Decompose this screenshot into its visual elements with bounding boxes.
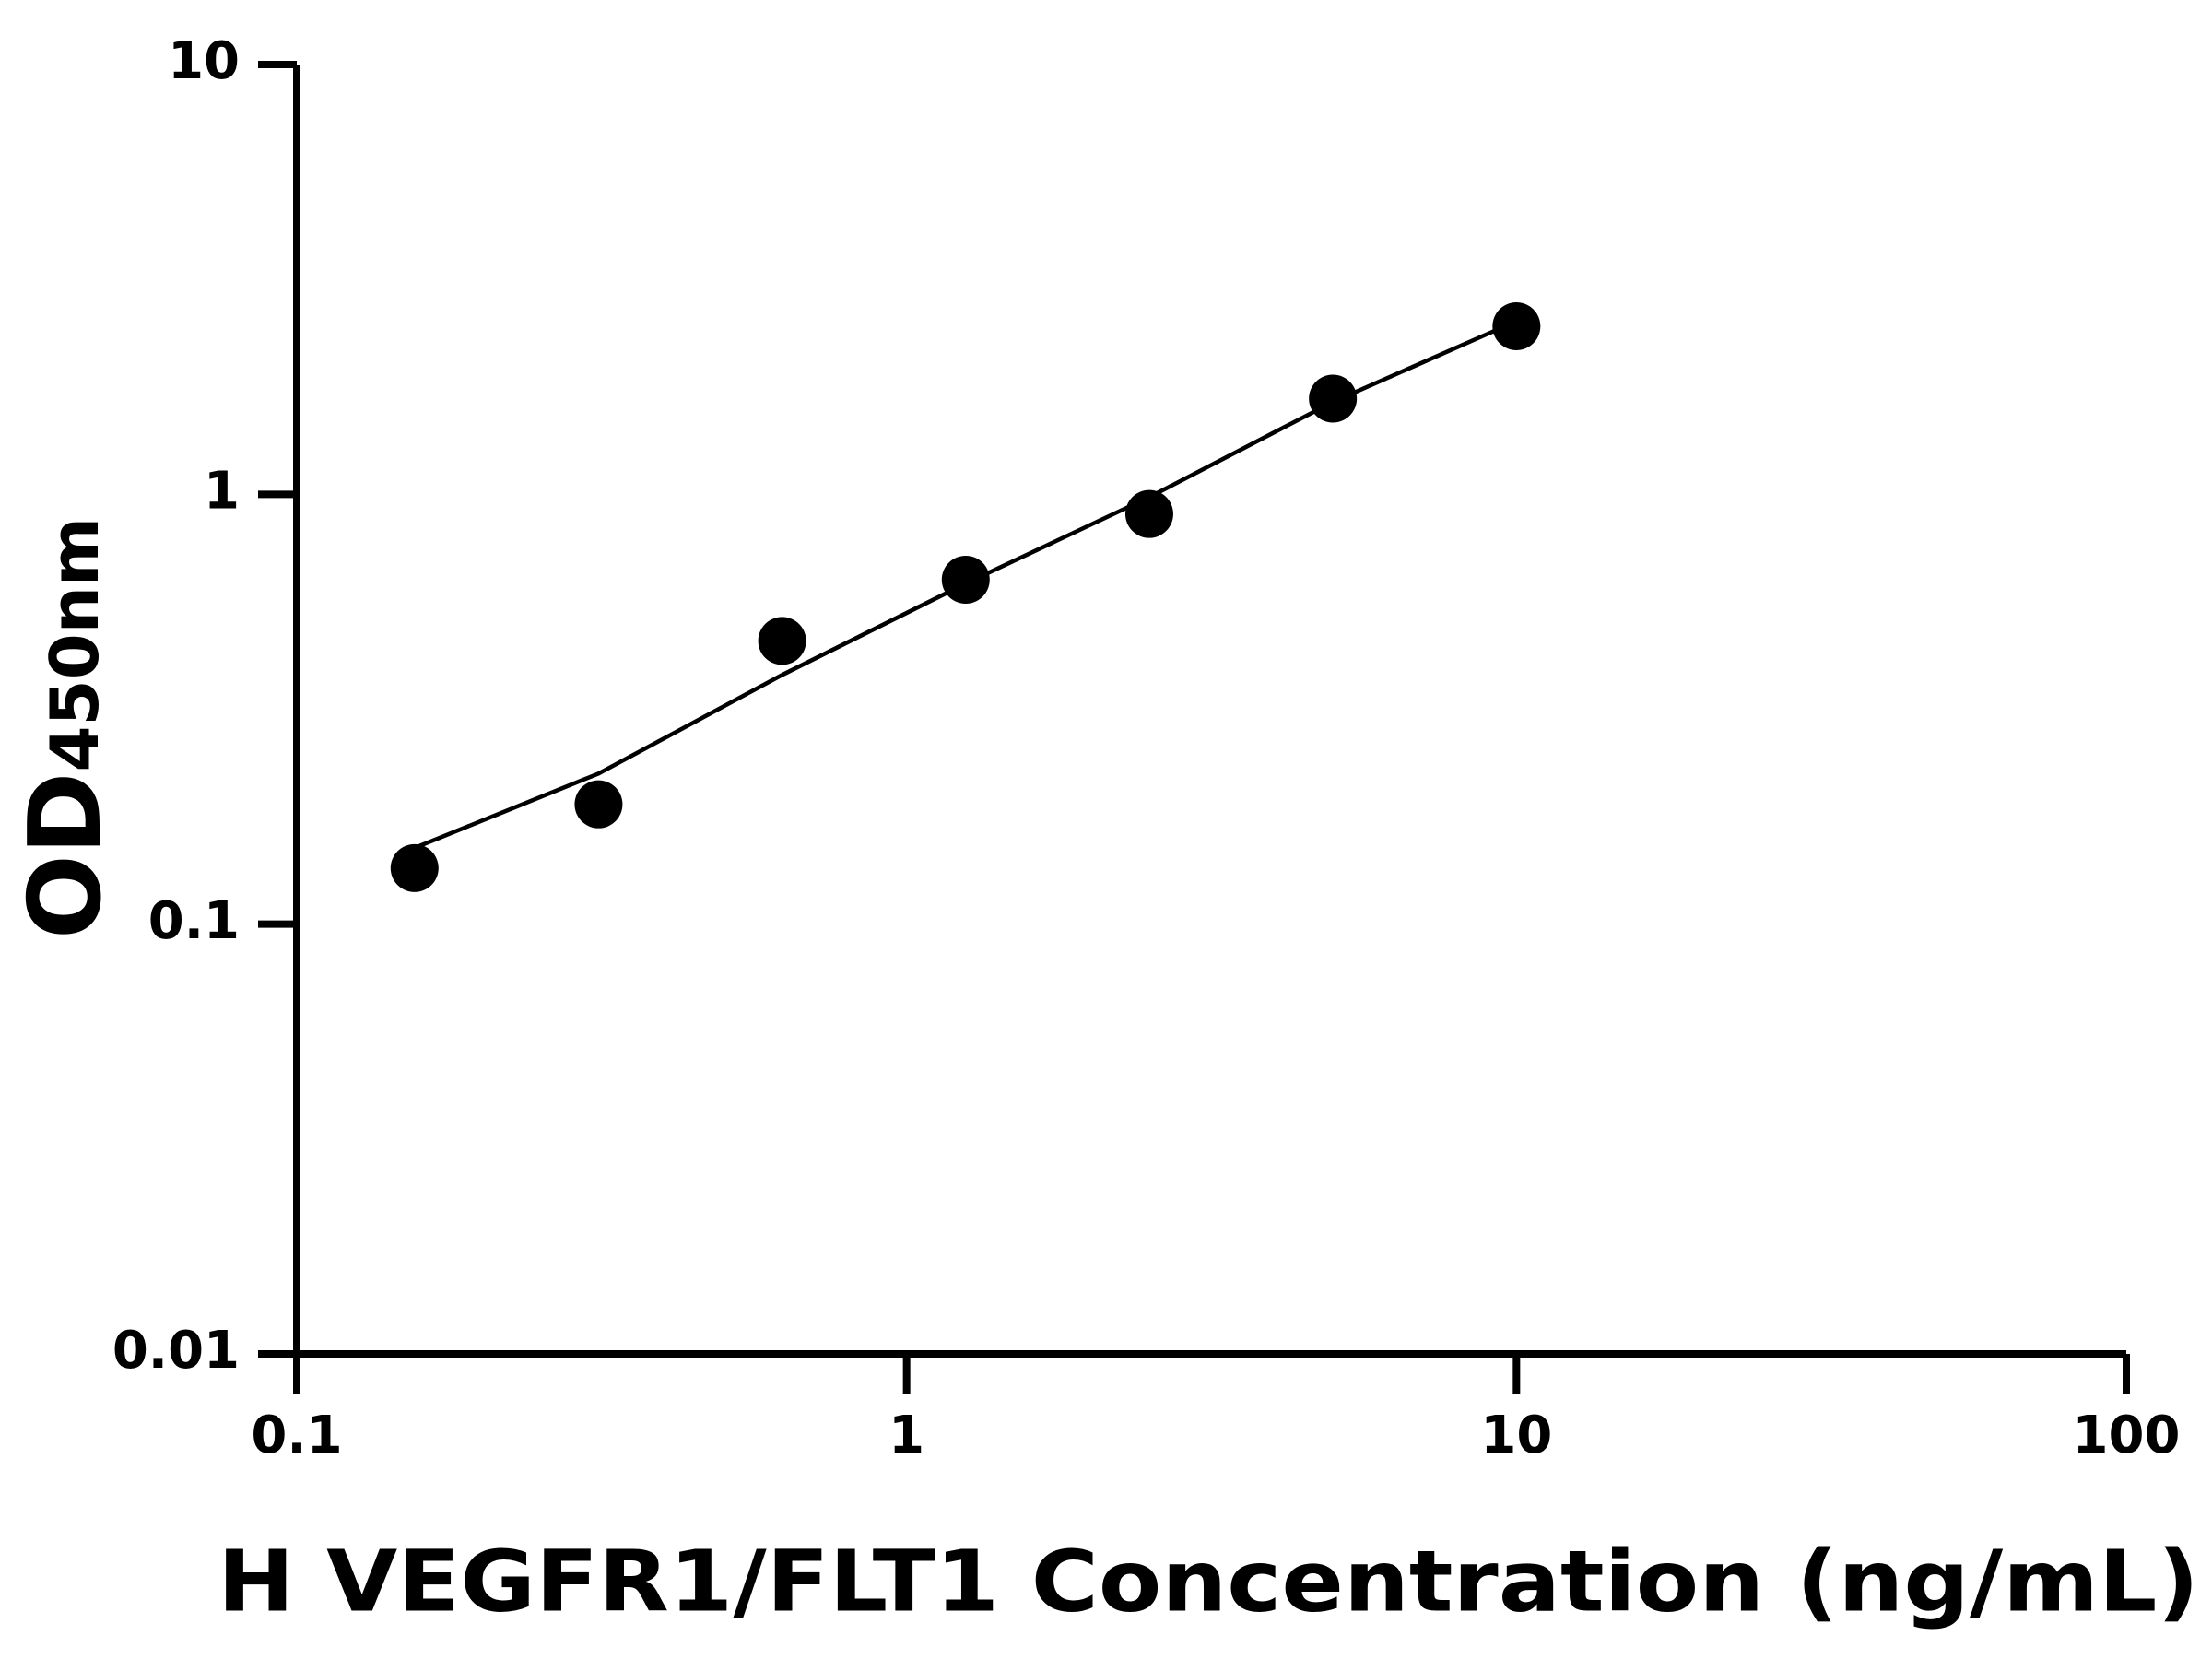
data-point — [758, 617, 806, 665]
y-tick-label: 1 — [204, 461, 240, 521]
data-point — [1492, 302, 1541, 351]
y-tick-label: 0.1 — [148, 891, 240, 951]
data-point — [941, 555, 990, 604]
x-tick-label: 1 — [888, 1406, 924, 1465]
data-point — [1309, 374, 1358, 423]
y-axis-title-sub: 450nm — [36, 517, 113, 772]
data-point — [390, 843, 439, 892]
x-tick-label: 0.1 — [251, 1406, 342, 1465]
data-point — [574, 780, 623, 829]
x-tick-label: 100 — [2073, 1406, 2181, 1465]
data-point — [1124, 489, 1173, 538]
x-tick-label: 10 — [1480, 1406, 1552, 1465]
y-axis-title-main: OD — [8, 772, 124, 939]
x-axis-title: H VEGFR1/FLT1 Concentration (ng/mL) — [218, 1532, 2199, 1630]
y-tick-label: 10 — [168, 31, 240, 91]
y-axis-title: OD450nm — [8, 517, 124, 939]
y-tick-label: 0.01 — [112, 1321, 240, 1381]
